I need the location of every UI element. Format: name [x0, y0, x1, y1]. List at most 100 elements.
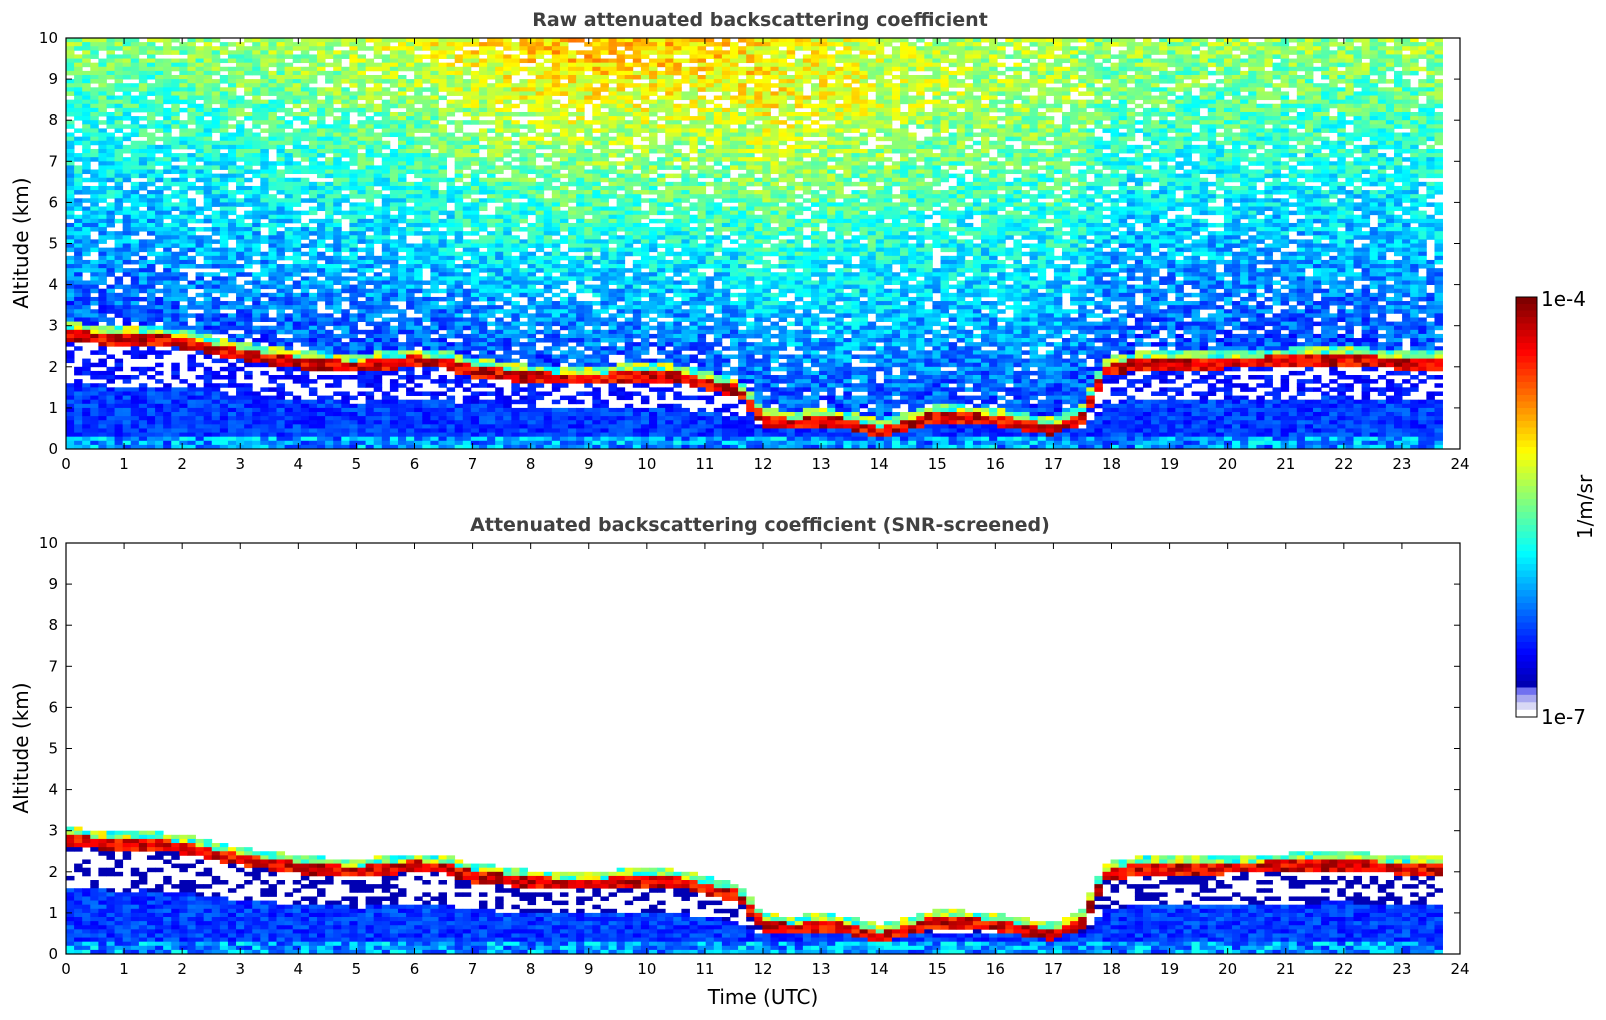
y-tick-label: 1 — [48, 904, 58, 922]
colorbar-segment — [1516, 667, 1537, 675]
colorbar-segment — [1516, 570, 1537, 577]
x-tick-label: 1 — [119, 960, 129, 978]
colorbar-segment — [1516, 303, 1537, 311]
y-tick-label: 10 — [39, 534, 58, 552]
y-tick-label: 5 — [48, 740, 58, 758]
y-tick-label: 6 — [48, 193, 58, 211]
colorbar-low-segment — [1516, 702, 1537, 710]
x-axis-label: Time (UTC) — [707, 985, 819, 1009]
x-tick-label: 7 — [468, 455, 478, 473]
panel-title-screened: Attenuated backscattering coefficient (S… — [470, 514, 1050, 536]
x-tick-label: 16 — [986, 455, 1005, 473]
colorbar-segment — [1516, 401, 1537, 408]
colorbar-segment — [1516, 446, 1537, 454]
x-tick-label: 11 — [695, 455, 714, 473]
y-tick-label: 2 — [48, 358, 58, 376]
colorbar-segment — [1516, 654, 1537, 662]
y-tick-label: 3 — [48, 822, 58, 840]
colorbar-segment — [1516, 648, 1537, 655]
x-tick-label: 3 — [235, 960, 245, 978]
x-tick-label: 8 — [526, 455, 536, 473]
colorbar-segment — [1516, 433, 1537, 441]
colorbar-segment — [1516, 641, 1537, 649]
x-tick-label: 6 — [410, 960, 420, 978]
y-tick-label: 3 — [48, 317, 58, 335]
x-tick-label: 23 — [1392, 455, 1411, 473]
y-axis-label-raw: Altitude (km) — [9, 177, 33, 308]
x-tick-label: 4 — [294, 960, 304, 978]
y-tick-label: 4 — [48, 781, 58, 799]
x-tick-label: 6 — [410, 455, 420, 473]
colorbar-segment — [1516, 576, 1537, 584]
colorbar-segment — [1516, 628, 1537, 636]
x-tick-label: 17 — [1044, 960, 1063, 978]
x-tick-label: 14 — [870, 960, 889, 978]
colorbar-segment — [1516, 498, 1537, 506]
colorbar-segment — [1516, 589, 1537, 597]
x-tick-label: 10 — [637, 455, 656, 473]
x-axis-raw: 0 1 2 3 4 5 6 7 8 9 10 11 12 13 14 15 16 17 18 19 20 21 22 23 24 — [61, 38, 1470, 473]
x-tick-label: 13 — [812, 455, 831, 473]
colorbar-segment — [1516, 563, 1537, 571]
colorbar-segment — [1516, 550, 1537, 558]
colorbar-segment — [1516, 440, 1537, 447]
colorbar-segment — [1516, 518, 1537, 525]
x-tick-label: 7 — [468, 960, 478, 978]
colorbar-max-label: 1e-4 — [1541, 287, 1586, 311]
colorbar-segment — [1516, 323, 1537, 330]
colorbar-segment — [1516, 427, 1537, 434]
colorbar-segment — [1516, 329, 1537, 337]
y-tick-label: 10 — [39, 29, 58, 47]
x-tick-label: 9 — [584, 960, 594, 978]
x-tick-label: 15 — [928, 455, 947, 473]
y-tick-label: 7 — [48, 152, 58, 170]
x-tick-label: 19 — [1160, 960, 1179, 978]
y-axis-raw: 0 1 2 3 4 5 6 7 8 9 10 — [39, 29, 1460, 458]
y-tick-label: 8 — [48, 616, 58, 634]
colorbar-segment — [1516, 459, 1537, 467]
y-tick-label: 8 — [48, 111, 58, 129]
x-tick-label: 2 — [177, 455, 187, 473]
y-tick-label: 1 — [48, 399, 58, 417]
y-tick-label: 9 — [48, 70, 58, 88]
x-tick-label: 16 — [986, 960, 1005, 978]
x-tick-label: 0 — [61, 455, 71, 473]
y-tick-label: 9 — [48, 575, 58, 593]
colorbar-segment — [1516, 420, 1537, 428]
colorbar-segment — [1516, 622, 1537, 629]
colorbar: 1e-4 1e-7 1/m/sr — [1515, 287, 1597, 729]
x-tick-label: 2 — [177, 960, 187, 978]
colorbar-segment — [1516, 414, 1537, 421]
colorbar-segment — [1516, 492, 1537, 499]
x-tick-label: 9 — [584, 455, 594, 473]
x-tick-label: 21 — [1276, 960, 1295, 978]
x-tick-label: 8 — [526, 960, 536, 978]
colorbar-fill — [1516, 297, 1537, 718]
y-tick-label: 2 — [48, 863, 58, 881]
colorbar-segment — [1516, 505, 1537, 512]
colorbar-low-segment — [1516, 687, 1537, 695]
colorbar-segment — [1516, 511, 1537, 519]
heatmap-cells — [66, 38, 1443, 449]
colorbar-low-segment — [1516, 694, 1537, 703]
colorbar-segment — [1516, 602, 1537, 610]
x-tick-label: 19 — [1160, 455, 1179, 473]
colorbar-segment — [1516, 368, 1537, 376]
x-tick-label: 13 — [812, 960, 831, 978]
x-tick-label: 12 — [753, 455, 772, 473]
colorbar-segment — [1516, 537, 1537, 545]
y-tick-label: 5 — [48, 235, 58, 253]
colorbar-segment — [1516, 479, 1537, 486]
colorbar-segment — [1516, 394, 1537, 402]
colorbar-segment — [1516, 407, 1537, 415]
y-tick-label: 0 — [48, 945, 58, 963]
colorbar-segment — [1516, 316, 1537, 324]
colorbar-segment — [1516, 472, 1537, 480]
heatmap-screened — [66, 826, 1443, 954]
panel-screened: Attenuated backscattering coefficient (S… — [9, 514, 1470, 1009]
x-tick-label: 11 — [695, 960, 714, 978]
colorbar-segment — [1516, 342, 1537, 350]
colorbar-segment — [1516, 388, 1537, 395]
heatmap-cells — [66, 826, 1443, 954]
